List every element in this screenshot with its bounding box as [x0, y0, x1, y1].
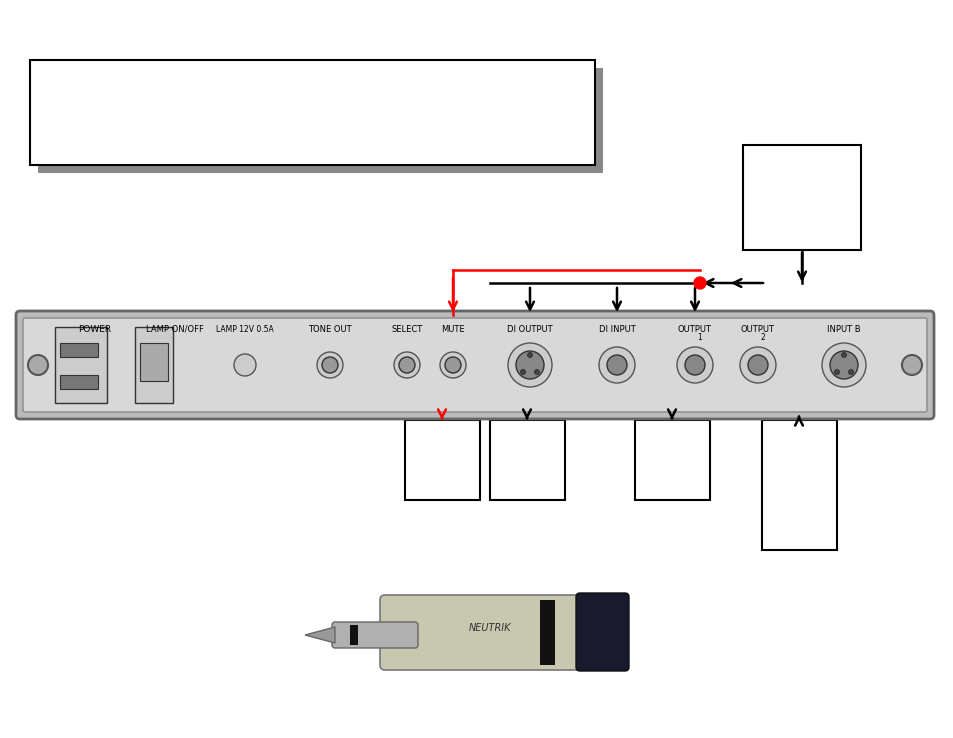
Circle shape	[598, 347, 635, 383]
Bar	[140, 343, 168, 381]
Text: TONE OUT: TONE OUT	[308, 325, 352, 334]
FancyBboxPatch shape	[332, 622, 417, 648]
Text: INPUT B: INPUT B	[826, 325, 860, 334]
Circle shape	[439, 352, 465, 378]
Circle shape	[606, 355, 626, 375]
Text: SELECT: SELECT	[391, 325, 422, 334]
Circle shape	[507, 343, 552, 387]
Circle shape	[516, 351, 543, 379]
Bar	[135, 327, 172, 403]
Circle shape	[677, 347, 712, 383]
Bar	[761, 420, 836, 550]
Circle shape	[847, 370, 853, 374]
Text: OUTPUT: OUTPUT	[678, 325, 711, 334]
Bar	[350, 625, 357, 645]
Circle shape	[28, 355, 48, 375]
Circle shape	[829, 351, 857, 379]
Bar	[30, 60, 595, 165]
Circle shape	[740, 347, 775, 383]
Text: 2: 2	[760, 334, 764, 342]
Text: POWER: POWER	[78, 325, 112, 334]
Bar	[60, 375, 98, 389]
Circle shape	[821, 343, 865, 387]
FancyBboxPatch shape	[576, 593, 628, 671]
Circle shape	[534, 370, 539, 374]
Text: LAMP 12V 0.5A: LAMP 12V 0.5A	[216, 325, 274, 334]
FancyBboxPatch shape	[16, 311, 933, 419]
Bar	[742, 145, 861, 250]
FancyBboxPatch shape	[379, 595, 619, 670]
Circle shape	[316, 352, 343, 378]
Circle shape	[841, 353, 845, 357]
Bar	[490, 420, 564, 500]
Bar	[405, 420, 479, 500]
Text: NEUTRIK: NEUTRIK	[468, 623, 511, 633]
Circle shape	[527, 353, 532, 357]
Circle shape	[747, 355, 767, 375]
Circle shape	[684, 355, 704, 375]
Circle shape	[394, 352, 419, 378]
Text: 1: 1	[697, 334, 701, 342]
Circle shape	[901, 355, 921, 375]
Text: MUTE: MUTE	[440, 325, 464, 334]
Bar	[60, 343, 98, 357]
Text: LAMP ON/OFF: LAMP ON/OFF	[146, 325, 204, 334]
Polygon shape	[305, 627, 335, 643]
Circle shape	[693, 277, 705, 289]
Text: DI OUTPUT: DI OUTPUT	[507, 325, 552, 334]
Bar	[55, 327, 107, 403]
Circle shape	[834, 370, 839, 374]
Bar	[38, 68, 602, 173]
Circle shape	[520, 370, 525, 374]
FancyBboxPatch shape	[23, 318, 926, 412]
Circle shape	[233, 354, 255, 376]
Bar	[539, 600, 555, 665]
Bar	[635, 420, 709, 500]
Circle shape	[398, 357, 415, 373]
Text: OUTPUT: OUTPUT	[740, 325, 774, 334]
Circle shape	[322, 357, 337, 373]
Circle shape	[444, 357, 460, 373]
Text: DI INPUT: DI INPUT	[598, 325, 635, 334]
